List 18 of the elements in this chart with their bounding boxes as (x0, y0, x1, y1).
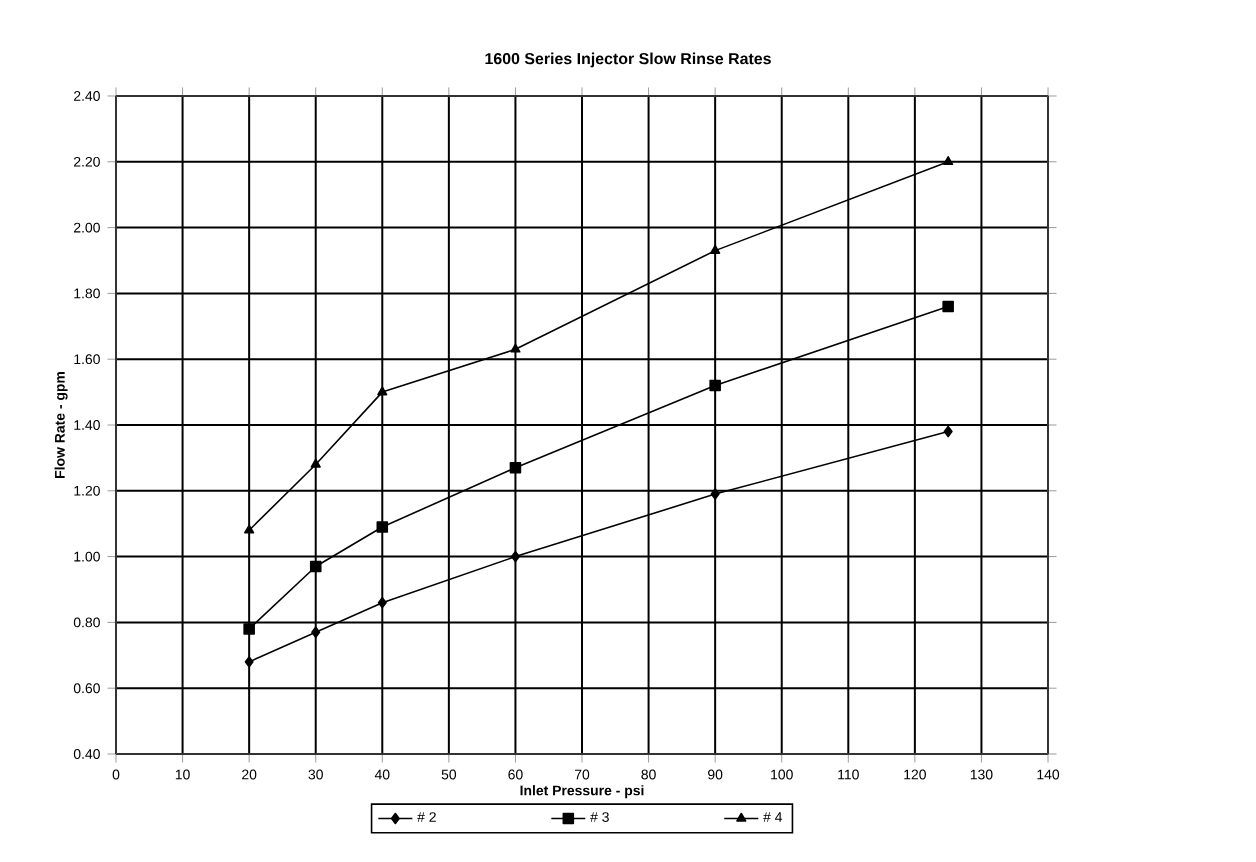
point (310, 458, 321, 468)
point (309, 560, 322, 573)
point (943, 156, 954, 166)
point (376, 521, 389, 533)
point (510, 343, 521, 353)
point (244, 656, 254, 668)
point (942, 300, 954, 313)
point (377, 596, 387, 609)
point (510, 550, 520, 563)
point (709, 379, 721, 392)
point (243, 623, 255, 635)
point (509, 461, 522, 474)
point (710, 244, 721, 254)
point (311, 626, 321, 639)
point (943, 425, 953, 438)
point (377, 386, 388, 396)
point (244, 524, 255, 534)
point (710, 488, 720, 500)
